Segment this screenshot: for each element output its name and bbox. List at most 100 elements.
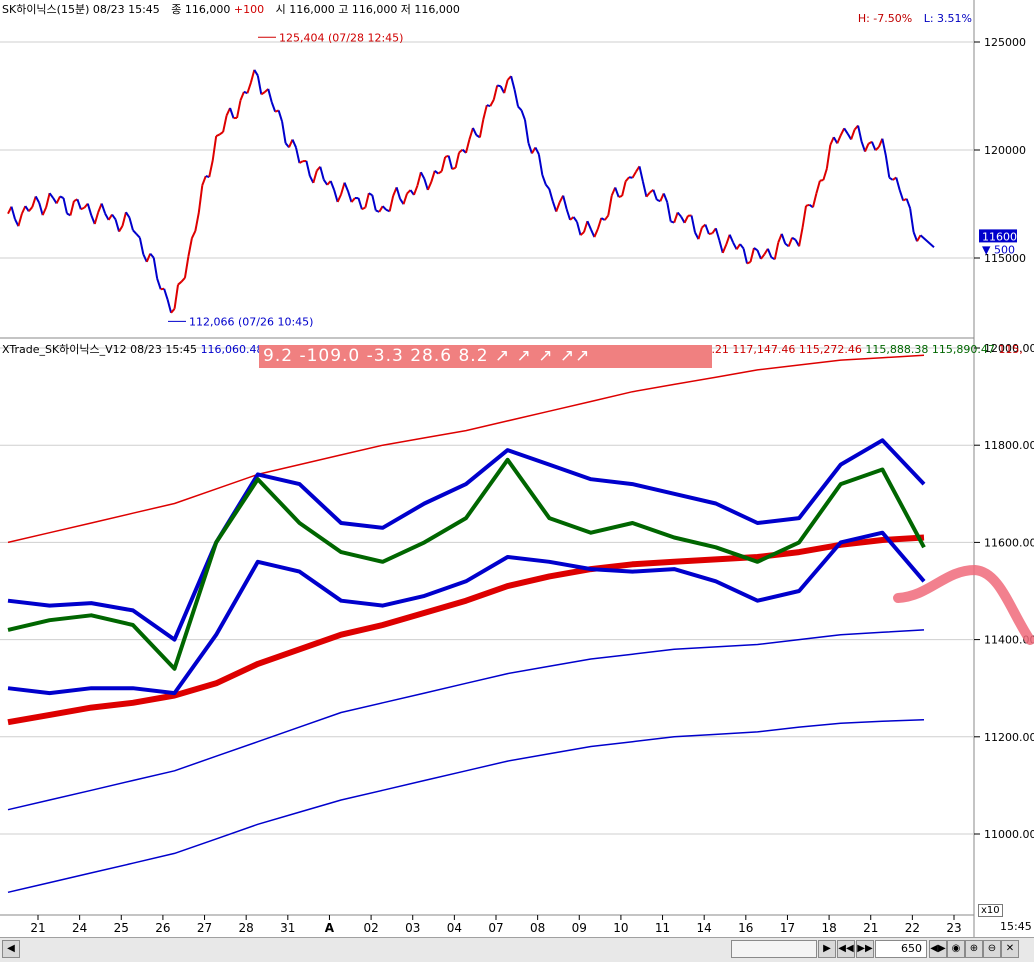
price-candle-segment bbox=[209, 160, 212, 177]
scroll-right-button[interactable]: ▶ bbox=[818, 940, 836, 958]
price-candle-segment bbox=[188, 238, 191, 256]
x-tick-label: A bbox=[325, 921, 335, 935]
price-candle-segment bbox=[844, 128, 847, 133]
price-candle-segment bbox=[837, 135, 840, 143]
price-candle-segment bbox=[438, 171, 441, 173]
x-tick-label: 26 bbox=[155, 921, 170, 935]
price-candle-segment bbox=[240, 92, 243, 101]
high-low-ratio: H: -7.50% L: 3.51% bbox=[858, 12, 972, 25]
price-candle-segment bbox=[397, 187, 400, 198]
indicator-value: 117,147.46 bbox=[729, 343, 795, 356]
price-candle-segment bbox=[466, 139, 469, 153]
price-header-ohl: 시 116,000 고 116,000 저 116,000 bbox=[276, 3, 460, 16]
current-price-label: 116000 bbox=[982, 230, 1024, 243]
price-candle-segment bbox=[431, 171, 434, 182]
price-candle-segment bbox=[338, 194, 341, 202]
price-candle-segment bbox=[768, 249, 771, 258]
price-candle-segment bbox=[341, 183, 344, 195]
price-candle-segment bbox=[112, 215, 115, 220]
price-candle-segment bbox=[247, 83, 250, 93]
price-candle-segment bbox=[598, 218, 601, 229]
price-candle-segment bbox=[535, 147, 538, 154]
price-candle-segment bbox=[421, 172, 424, 179]
price-candle-segment bbox=[157, 279, 160, 289]
x-tick-label: 08 bbox=[530, 921, 545, 935]
price-candle-segment bbox=[723, 245, 726, 253]
price-candle-segment bbox=[237, 100, 240, 117]
price-candle-segment bbox=[258, 76, 261, 95]
x-axis-time: 15:45 bbox=[1000, 920, 1032, 933]
price-candle-segment bbox=[719, 240, 722, 253]
x-tick-label: 11 bbox=[655, 921, 670, 935]
price-candle-segment bbox=[716, 228, 719, 240]
price-candle-segment bbox=[515, 90, 518, 107]
price-candle-segment bbox=[178, 282, 181, 285]
x-tick-label: 31 bbox=[280, 921, 295, 935]
zoom-in-icon[interactable]: ⊕ bbox=[965, 940, 983, 958]
price-candle-segment bbox=[882, 139, 885, 156]
zoom-out-icon[interactable]: ⊖ bbox=[983, 940, 1001, 958]
zoom-range-icon[interactable]: ◀▶ bbox=[929, 940, 947, 958]
price-candle-segment bbox=[29, 207, 32, 211]
zoom-value[interactable]: 650 bbox=[875, 940, 927, 958]
price-candle-segment bbox=[740, 244, 743, 248]
price-header-close: 종 116,000 bbox=[171, 3, 230, 16]
price-candle-segment bbox=[199, 185, 202, 212]
price-candle-segment bbox=[803, 206, 806, 228]
price-tick-label: 120000 bbox=[984, 144, 1026, 157]
indicator-tick-label: 11200.00 bbox=[984, 731, 1034, 744]
price-candle-segment bbox=[480, 119, 483, 137]
price-candle-segment bbox=[18, 214, 21, 226]
price-candle-segment bbox=[129, 218, 132, 231]
x-tick-label: 28 bbox=[239, 921, 254, 935]
price-candle-segment bbox=[140, 238, 143, 255]
price-candle-segment bbox=[185, 256, 188, 278]
price-candle-segment bbox=[678, 212, 681, 216]
price-candle-segment bbox=[549, 189, 552, 201]
price-candle-segment bbox=[567, 209, 570, 220]
price-candle-segment bbox=[705, 225, 708, 235]
x-tick-label: 25 bbox=[114, 921, 129, 935]
price-candle-segment bbox=[709, 233, 712, 234]
chart-scrollbar[interactable]: ◀ ▶ ◀◀ ▶▶ 650 ◀▶ ◉ ⊕ ⊖ ✕ bbox=[0, 937, 1034, 962]
indicator-series-line bbox=[8, 630, 924, 810]
price-candle-segment bbox=[820, 180, 823, 181]
price-candle-segment bbox=[57, 196, 60, 203]
close-icon[interactable]: ✕ bbox=[1001, 940, 1019, 958]
price-candle-segment bbox=[525, 120, 528, 143]
price-candle-segment bbox=[81, 208, 84, 209]
scroll-start-button[interactable]: ◀◀ bbox=[837, 940, 855, 958]
price-candle-segment bbox=[175, 285, 178, 309]
scroll-left-button[interactable]: ◀ bbox=[2, 940, 20, 958]
price-candle-segment bbox=[615, 188, 618, 197]
x-tick-label: 14 bbox=[697, 921, 712, 935]
scroll-thumb[interactable] bbox=[731, 940, 817, 958]
price-candle-segment bbox=[123, 212, 126, 226]
price-candle-segment bbox=[605, 215, 608, 220]
price-candle-segment bbox=[43, 207, 46, 215]
price-candle-segment bbox=[268, 89, 271, 102]
price-candle-segment bbox=[168, 300, 171, 313]
price-candle-segment bbox=[584, 221, 587, 232]
crosshair-icon[interactable]: ◉ bbox=[947, 940, 965, 958]
indicator-value: 115, bbox=[995, 343, 1023, 356]
price-candle-segment bbox=[886, 156, 889, 178]
price-candle-segment bbox=[823, 169, 826, 180]
price-candle-segment bbox=[50, 193, 53, 198]
price-candle-segment bbox=[619, 196, 622, 197]
price-candle-segment bbox=[830, 137, 833, 145]
price-candle-segment bbox=[390, 196, 393, 211]
price-candle-segment bbox=[220, 132, 223, 135]
price-candle-segment bbox=[154, 258, 157, 279]
scroll-end-button[interactable]: ▶▶ bbox=[856, 940, 874, 958]
price-candle-segment bbox=[542, 175, 545, 185]
x-tick-label: 17 bbox=[780, 921, 795, 935]
price-candle-segment bbox=[254, 70, 257, 76]
price-candle-segment bbox=[775, 243, 778, 260]
price-candle-segment bbox=[251, 70, 254, 83]
price-candle-segment bbox=[36, 196, 39, 202]
price-candle-segment bbox=[313, 171, 316, 183]
price-header-title: SK하이닉스(15분) 08/23 15:45 bbox=[2, 3, 160, 16]
price-candle-segment bbox=[352, 198, 355, 202]
drawn-annotation bbox=[898, 570, 1030, 640]
